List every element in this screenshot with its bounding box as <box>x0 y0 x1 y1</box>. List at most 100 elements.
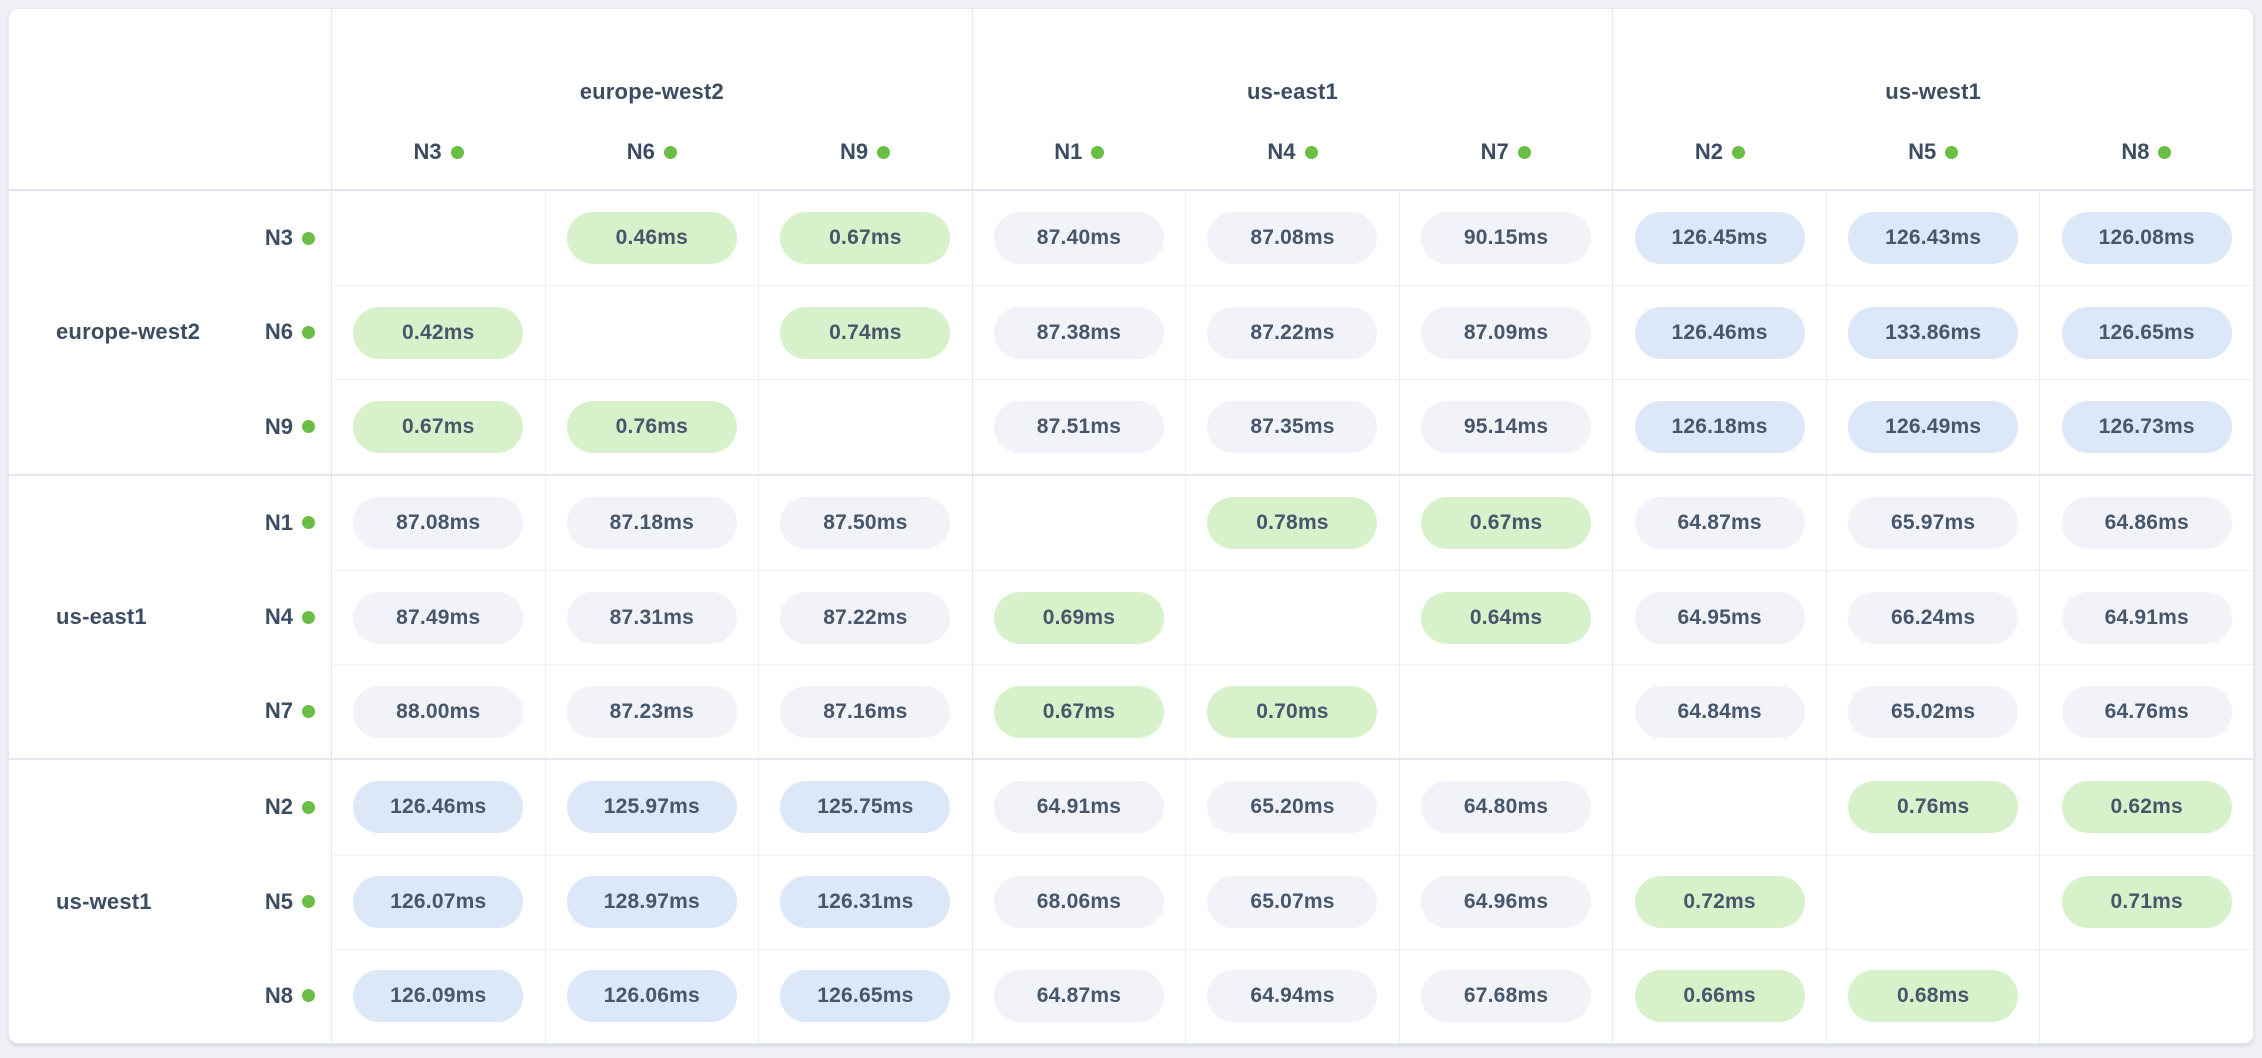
latency-value-pill: 64.84ms <box>1634 685 1805 738</box>
node-name: N7 <box>1480 139 1509 164</box>
corner-cell <box>9 9 331 189</box>
latency-cell-N3-N2: 126.45ms <box>1612 191 1826 286</box>
latency-value-pill: 126.06ms <box>566 970 737 1023</box>
latency-cell-N7-N9: 87.16ms <box>758 664 972 759</box>
node-name: N3 <box>413 139 442 164</box>
column-header-node-N1: N1 <box>973 139 1186 165</box>
latency-cell-N9-N5: 126.49ms <box>1825 379 2040 474</box>
latency-cell-N5-N1: 68.06ms <box>971 854 1186 949</box>
latency-cell-N1-N3: 87.08ms <box>331 475 545 570</box>
latency-value-pill: 87.51ms <box>993 401 1164 454</box>
column-region-title: us-east1 <box>1247 79 1338 104</box>
latency-cell-N6-N5: 133.86ms <box>1825 285 2040 380</box>
latency-value-pill: 64.87ms <box>993 970 1164 1023</box>
latency-cell-N8-N9: 126.65ms <box>758 948 972 1043</box>
latency-value-pill: 0.76ms <box>1848 781 2019 834</box>
latency-value-pill: 64.91ms <box>993 781 1164 834</box>
latency-cell-N7-N1: 0.67ms <box>971 664 1186 759</box>
latency-cell-N1-N4: 0.78ms <box>1185 475 1399 570</box>
column-node-header-row: N3 N6 N9 <box>332 139 972 165</box>
latency-cell-N1-N2: 64.87ms <box>1612 475 1826 570</box>
column-header-node-N3: N3 <box>332 139 545 165</box>
row-group-header-us-west1: us-west1 N2 N5 N8 <box>9 760 331 1043</box>
latency-cell-N6-N6 <box>544 285 759 380</box>
latency-cell-N7-N3: 88.00ms <box>331 664 545 759</box>
latency-cell-N6-N2: 126.46ms <box>1612 285 1826 380</box>
column-region-title: europe-west2 <box>579 79 724 104</box>
node-name: N9 <box>839 139 869 164</box>
latency-cell-N5-N2: 0.72ms <box>1612 854 1826 949</box>
row-group-header-us-east1: us-east1 N1 N4 N7 <box>9 476 331 759</box>
latency-value-pill: 87.09ms <box>1421 306 1592 359</box>
latency-cell-N5-N6: 128.97ms <box>544 854 759 949</box>
node-name: N3 <box>264 225 293 251</box>
latency-cell-N3-N9: 0.67ms <box>758 191 972 286</box>
latency-value-pill: 0.71ms <box>2061 876 2232 929</box>
latency-cell-N8-N6: 126.06ms <box>544 948 759 1043</box>
latency-cell-N6-N3: 0.42ms <box>331 285 545 380</box>
latency-cell-N7-N8: 64.76ms <box>2039 664 2253 759</box>
latency-value-pill: 126.45ms <box>1634 212 1805 265</box>
row-header-node-N7: N7 <box>9 664 331 758</box>
latency-cell-N2-N3: 126.46ms <box>331 760 545 855</box>
node-status-dot <box>1091 145 1105 159</box>
row-region-title: us-east1 <box>56 604 147 629</box>
matrix-column-headers: europe-west2 N3 N6 N9 us-east1 N1 N4 N7 us-west1… <box>9 9 2253 191</box>
latency-cell-N4-N6: 87.31ms <box>544 569 759 665</box>
latency-value-pill: 0.69ms <box>993 591 1164 644</box>
latency-cell-N9-N9 <box>758 379 972 474</box>
matrix-body: europe-west2 N3 N6 N9 0.46ms 0.67ms 87.40ms 87.… <box>9 191 2253 1043</box>
node-name: N6 <box>626 139 655 164</box>
column-group-us-west1: us-west1 N2 N5 N8 <box>1612 9 2253 189</box>
latency-value-pill: 126.46ms <box>1634 306 1805 359</box>
column-header-node-N5: N5 <box>1827 139 2040 165</box>
node-status-dot <box>1732 145 1745 159</box>
latency-value-pill: 0.67ms <box>1421 496 1592 549</box>
latency-value-pill: 87.40ms <box>993 212 1164 265</box>
latency-cell-N4-N2: 64.95ms <box>1612 569 1826 665</box>
latency-cell-N1-N9: 87.50ms <box>758 475 972 570</box>
latency-value-pill: 126.08ms <box>2061 212 2232 265</box>
latency-value-pill: 87.38ms <box>993 306 1164 359</box>
latency-cell-N3-N7: 90.15ms <box>1398 191 1613 286</box>
node-status-dot <box>450 145 464 159</box>
row-header-node-N6: N6 <box>9 285 331 379</box>
row-region-title: us-west1 <box>56 888 152 914</box>
latency-value-pill: 65.02ms <box>1848 685 2019 738</box>
latency-cell-N5-N7: 64.96ms <box>1398 854 1613 949</box>
node-name: N4 <box>1267 139 1296 164</box>
latency-value-pill: 0.42ms <box>353 306 524 359</box>
node-status-dot <box>302 989 315 1003</box>
column-group-us-east1: us-east1 N1 N4 N7 <box>971 9 1613 189</box>
latency-value-pill: 0.64ms <box>1421 591 1592 644</box>
column-region-title: us-west1 <box>1885 79 1982 104</box>
latency-cell-N7-N4: 0.70ms <box>1185 664 1399 759</box>
latency-cell-N7-N2: 64.84ms <box>1612 664 1826 759</box>
latency-value-pill: 87.16ms <box>780 685 951 738</box>
latency-cell-N2-N6: 125.97ms <box>544 760 759 855</box>
latency-value-pill: 64.94ms <box>1207 970 1378 1023</box>
node-name: N2 <box>264 794 293 820</box>
latency-cell-N5-N3: 126.07ms <box>331 854 545 949</box>
latency-cell-N3-N4: 87.08ms <box>1185 191 1399 286</box>
latency-value-pill: 87.08ms <box>353 496 524 549</box>
row-group-us-east1: us-east1 N1 N4 N7 87.08ms 87.18ms 87.50ms 0.78m… <box>9 473 2253 759</box>
node-status-dot <box>302 800 315 814</box>
node-status-dot <box>302 704 315 718</box>
latency-cell-N2-N1: 64.91ms <box>971 760 1186 855</box>
latency-cell-N4-N5: 66.24ms <box>1825 569 2040 665</box>
latency-value-pill: 0.70ms <box>1207 685 1378 738</box>
latency-value-pill: 64.96ms <box>1421 876 1592 929</box>
latency-cell-N3-N6: 0.46ms <box>544 191 759 286</box>
latency-cell-N8-N3: 126.09ms <box>331 948 545 1043</box>
latency-cell-N1-N8: 64.86ms <box>2039 475 2253 570</box>
latency-cell-N9-N3: 0.67ms <box>331 379 545 474</box>
latency-value-pill: 65.07ms <box>1207 876 1378 929</box>
node-name: N2 <box>1694 139 1723 164</box>
node-name: N5 <box>264 888 293 914</box>
node-status-dot <box>302 231 315 245</box>
latency-cell-N9-N4: 87.35ms <box>1185 379 1399 474</box>
latency-value-pill: 0.78ms <box>1207 496 1378 549</box>
latency-cell-N4-N9: 87.22ms <box>758 569 972 665</box>
